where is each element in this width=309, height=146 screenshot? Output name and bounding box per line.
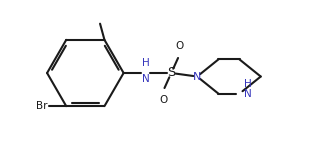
Text: N: N xyxy=(244,89,252,99)
Text: H: H xyxy=(142,58,150,68)
Text: O: O xyxy=(159,95,167,105)
Text: N: N xyxy=(193,72,201,81)
Text: N: N xyxy=(142,74,150,84)
Text: O: O xyxy=(176,41,184,51)
Text: Br: Br xyxy=(36,101,47,111)
Text: S: S xyxy=(167,66,176,80)
Text: H: H xyxy=(244,79,252,89)
